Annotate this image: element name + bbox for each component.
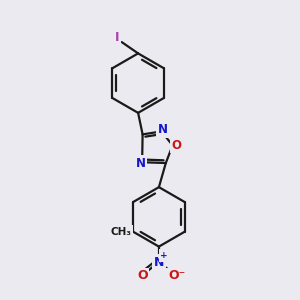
Text: O: O <box>137 269 148 282</box>
Text: N: N <box>158 123 168 136</box>
Text: +: + <box>160 251 168 260</box>
Text: CH₃: CH₃ <box>110 227 131 237</box>
Text: I: I <box>115 32 119 44</box>
Text: O⁻: O⁻ <box>168 269 185 282</box>
Text: N: N <box>154 256 164 268</box>
Text: O: O <box>171 139 181 152</box>
Text: N: N <box>136 157 146 170</box>
